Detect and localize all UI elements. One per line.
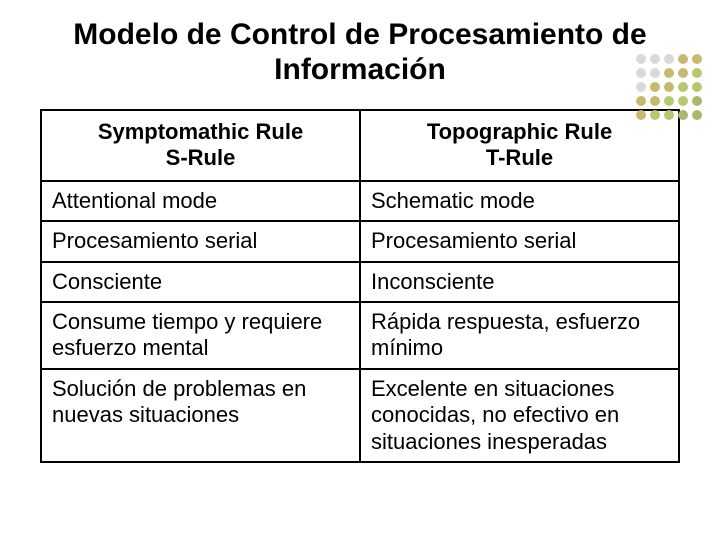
dot-icon (636, 110, 646, 120)
dot-icon (692, 54, 702, 64)
table-row: Solución de problemas en nuevas situacio… (41, 369, 679, 462)
dot-icon (678, 110, 688, 120)
table-row: Consume tiempo y requiere esfuerzo menta… (41, 302, 679, 369)
dot-icon (650, 68, 660, 78)
table-header-left: Symptomathic Rule S-Rule (41, 110, 360, 181)
table-row: Attentional modeSchematic mode (41, 181, 679, 221)
dot-icon (664, 68, 674, 78)
dot-icon (664, 54, 674, 64)
table-cell: Solución de problemas en nuevas situacio… (41, 369, 360, 462)
header-sub: S-Rule (52, 145, 349, 171)
dot-icon (692, 68, 702, 78)
comparison-table: Symptomathic Rule S-Rule Topographic Rul… (40, 109, 680, 463)
dot-icon (678, 82, 688, 92)
dot-icon (664, 96, 674, 106)
dot-icon (664, 82, 674, 92)
dot-icon (650, 54, 660, 64)
table-cell: Consume tiempo y requiere esfuerzo menta… (41, 302, 360, 369)
dot-icon (650, 96, 660, 106)
table-row: Procesamiento serialProcesamiento serial (41, 221, 679, 261)
dot-icon (692, 96, 702, 106)
table-body: Attentional modeSchematic modeProcesamie… (41, 181, 679, 462)
table-cell: Schematic mode (360, 181, 679, 221)
header-main: Symptomathic Rule (52, 119, 349, 145)
dot-icon (636, 82, 646, 92)
decorative-dots (636, 54, 702, 120)
table-cell: Consciente (41, 262, 360, 302)
header-sub: T-Rule (371, 145, 668, 171)
dot-icon (636, 96, 646, 106)
dot-icon (650, 82, 660, 92)
dot-icon (692, 110, 702, 120)
page-title: Modelo de Control de Procesamiento de In… (0, 0, 720, 97)
table-header-right: Topographic Rule T-Rule (360, 110, 679, 181)
dot-icon (678, 54, 688, 64)
table-cell: Excelente en situaciones conocidas, no e… (360, 369, 679, 462)
dot-icon (636, 68, 646, 78)
dot-icon (664, 110, 674, 120)
dot-icon (650, 110, 660, 120)
dot-icon (678, 68, 688, 78)
table-cell: Attentional mode (41, 181, 360, 221)
dot-icon (678, 96, 688, 106)
header-main: Topographic Rule (371, 119, 668, 145)
table-cell: Rápida respuesta, esfuerzo mínimo (360, 302, 679, 369)
dot-icon (692, 82, 702, 92)
table-cell: Inconsciente (360, 262, 679, 302)
table-cell: Procesamiento serial (41, 221, 360, 261)
dot-icon (636, 54, 646, 64)
table-cell: Procesamiento serial (360, 221, 679, 261)
table-row: ConscienteInconsciente (41, 262, 679, 302)
